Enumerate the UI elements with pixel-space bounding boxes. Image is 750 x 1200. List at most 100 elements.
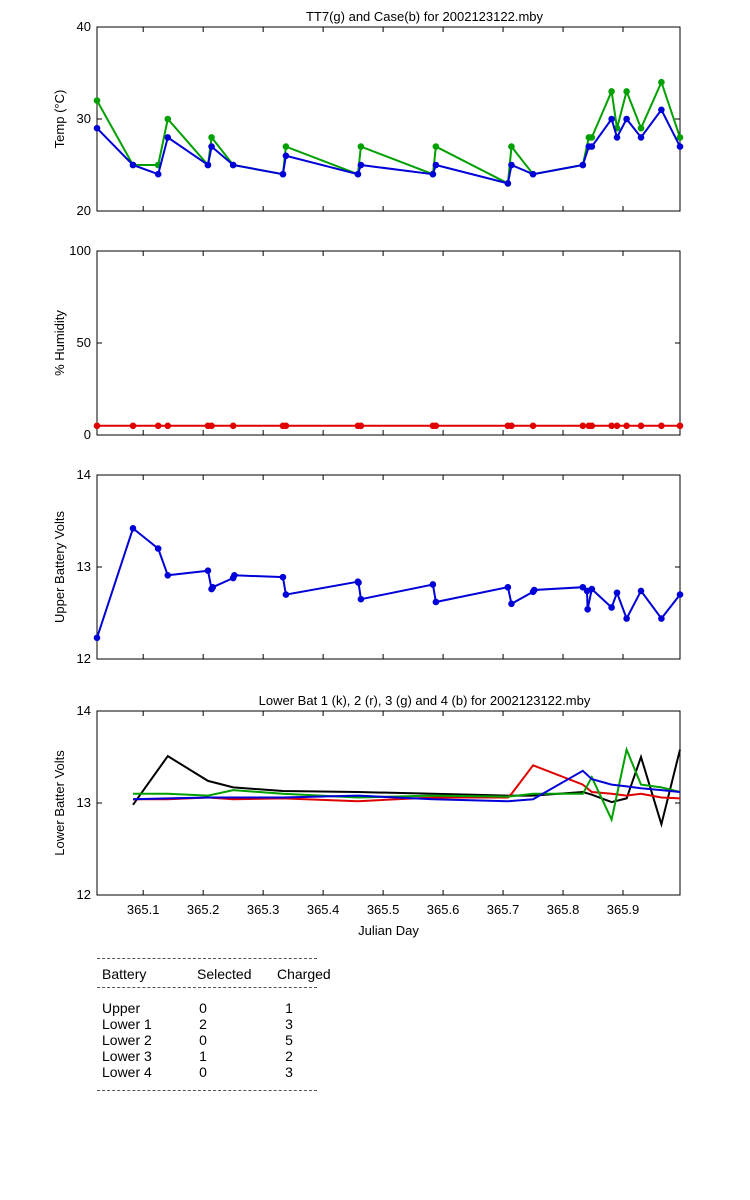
data-point <box>432 143 440 150</box>
data-point <box>154 422 162 430</box>
y-tick-label: 0 <box>84 427 91 442</box>
data-point <box>676 422 684 430</box>
battery-selected: 2 <box>199 1016 207 1032</box>
data-point <box>676 143 684 150</box>
x-tick-label: 365.6 <box>427 902 460 917</box>
data-point <box>164 134 172 141</box>
data-point <box>282 152 290 160</box>
y-tick-label: 12 <box>77 651 91 666</box>
data-point <box>508 422 515 430</box>
data-point <box>229 161 237 169</box>
battery-charged: 5 <box>285 1032 293 1048</box>
battery-charged: 3 <box>285 1016 293 1032</box>
battery-selected: 0 <box>199 1000 207 1016</box>
data-point <box>588 143 596 150</box>
data-point <box>529 422 537 430</box>
table-row: Lower 1 2 3 <box>97 1016 317 1032</box>
data-point <box>432 598 440 606</box>
series-line <box>132 769 681 803</box>
data-point <box>164 115 172 123</box>
y-tick-label: 13 <box>77 559 91 574</box>
data-point <box>637 124 645 132</box>
data-point <box>432 161 440 169</box>
data-point <box>432 422 440 430</box>
chart-title: TT7(g) and Case(b) for 2002123122.mby <box>306 9 544 24</box>
data-point <box>608 115 615 123</box>
battery-name: Lower 4 <box>102 1064 152 1080</box>
data-point <box>637 422 645 430</box>
y-tick-label: 100 <box>69 243 91 258</box>
data-point <box>530 586 538 594</box>
data-point <box>357 595 365 603</box>
data-point <box>429 170 437 178</box>
data-point <box>637 587 645 595</box>
data-point <box>355 579 362 586</box>
data-point <box>508 161 515 169</box>
x-axis-label: Julian Day <box>358 923 419 938</box>
chart-area: 20 30 40 TT7(g) and Case(b) for 2002123122.… <box>52 9 684 938</box>
battery-selected: 0 <box>199 1064 207 1080</box>
plot-frame <box>96 250 681 436</box>
data-point <box>613 134 621 141</box>
y-tick-label: 40 <box>77 19 91 34</box>
data-point <box>579 161 587 169</box>
data-point <box>357 161 365 169</box>
header-selected: Selected <box>197 966 252 982</box>
data-point <box>608 422 615 430</box>
x-tick-label: 365.3 <box>247 902 280 917</box>
data-point <box>637 134 645 141</box>
data-point <box>129 525 137 532</box>
plot-frame <box>96 710 681 896</box>
data-point <box>623 115 630 123</box>
header-charged: Charged <box>277 966 331 982</box>
table-row: Lower 2 0 5 <box>97 1032 317 1048</box>
data-point <box>508 143 515 150</box>
data-point <box>209 583 217 591</box>
battery-name: Lower 2 <box>102 1032 152 1048</box>
data-point <box>658 615 665 622</box>
x-tick-label: 365.1 <box>127 902 160 917</box>
y-axis-label: Lower Batter Volts <box>52 750 67 856</box>
data-point <box>279 573 287 581</box>
data-point <box>504 180 512 187</box>
data-point <box>508 600 515 608</box>
data-point <box>613 589 621 597</box>
x-tick-label: 365.9 <box>607 902 640 917</box>
y-tick-label: 30 <box>77 111 91 126</box>
battery-charged: 2 <box>285 1048 293 1064</box>
battery-charged: 3 <box>285 1064 293 1080</box>
table-row: Lower 3 1 2 <box>97 1048 317 1064</box>
data-point <box>204 567 212 574</box>
data-point <box>164 571 172 579</box>
x-tick-label: 365.5 <box>367 902 400 917</box>
series-line <box>133 746 681 823</box>
data-point <box>613 422 621 430</box>
data-point <box>529 170 537 178</box>
data-point <box>676 134 684 141</box>
data-point <box>93 97 101 104</box>
series-line <box>132 749 681 828</box>
series-line <box>96 526 681 639</box>
y-tick-label: 12 <box>77 887 91 902</box>
data-point <box>129 161 137 169</box>
header-battery: Battery <box>102 966 147 982</box>
plot-frame <box>96 474 681 660</box>
y-tick-label: 13 <box>77 795 91 810</box>
y-tick-label: 14 <box>77 467 91 482</box>
data-point <box>588 422 596 430</box>
data-point <box>93 634 101 642</box>
data-point <box>608 604 615 611</box>
table-rule-bottom <box>97 1090 317 1091</box>
data-point <box>579 422 587 430</box>
data-point <box>229 422 237 430</box>
table-rule-mid <box>97 987 317 988</box>
series-line <box>133 764 681 803</box>
data-point <box>154 545 162 552</box>
battery-selected: 0 <box>199 1032 207 1048</box>
table-header-row: Battery Selected Charged <box>97 961 331 987</box>
y-axis-label: % Humidity <box>52 310 67 376</box>
data-point <box>658 78 665 86</box>
data-point <box>164 422 172 430</box>
data-point <box>623 615 630 622</box>
data-point <box>584 606 591 613</box>
